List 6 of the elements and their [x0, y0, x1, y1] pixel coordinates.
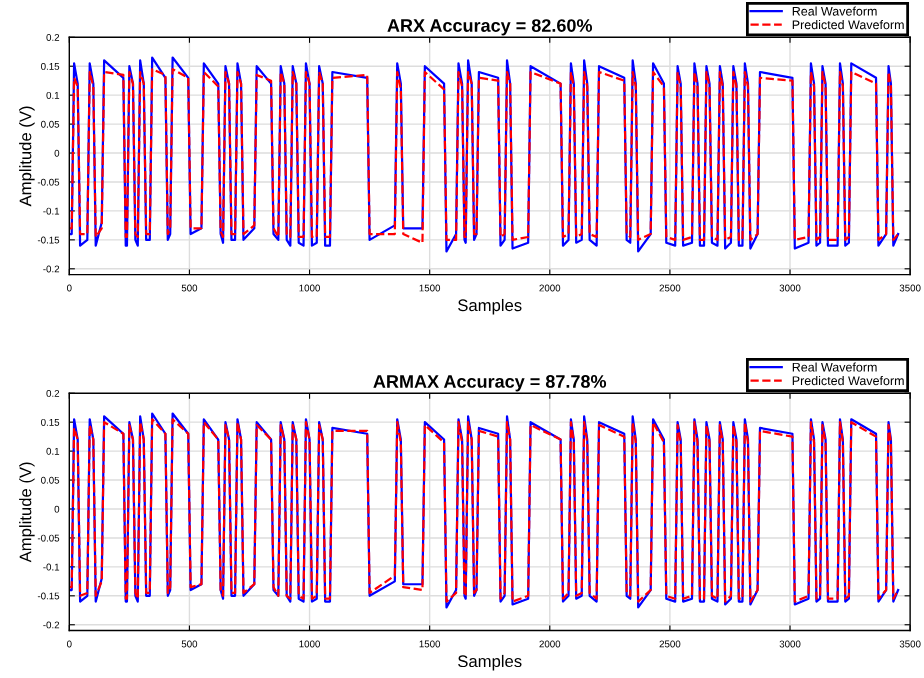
x-axis-title: Samples	[458, 298, 522, 315]
y-axis-title: Amplitude (V)	[19, 106, 35, 207]
y-axis-title: Amplitude (V)	[19, 462, 35, 563]
chart-title: ARX Accuracy = 82.60%	[387, 19, 593, 36]
x-axis-title: Samples	[458, 654, 522, 671]
chart-title: ARMAX Accuracy = 87.78%	[373, 375, 607, 392]
